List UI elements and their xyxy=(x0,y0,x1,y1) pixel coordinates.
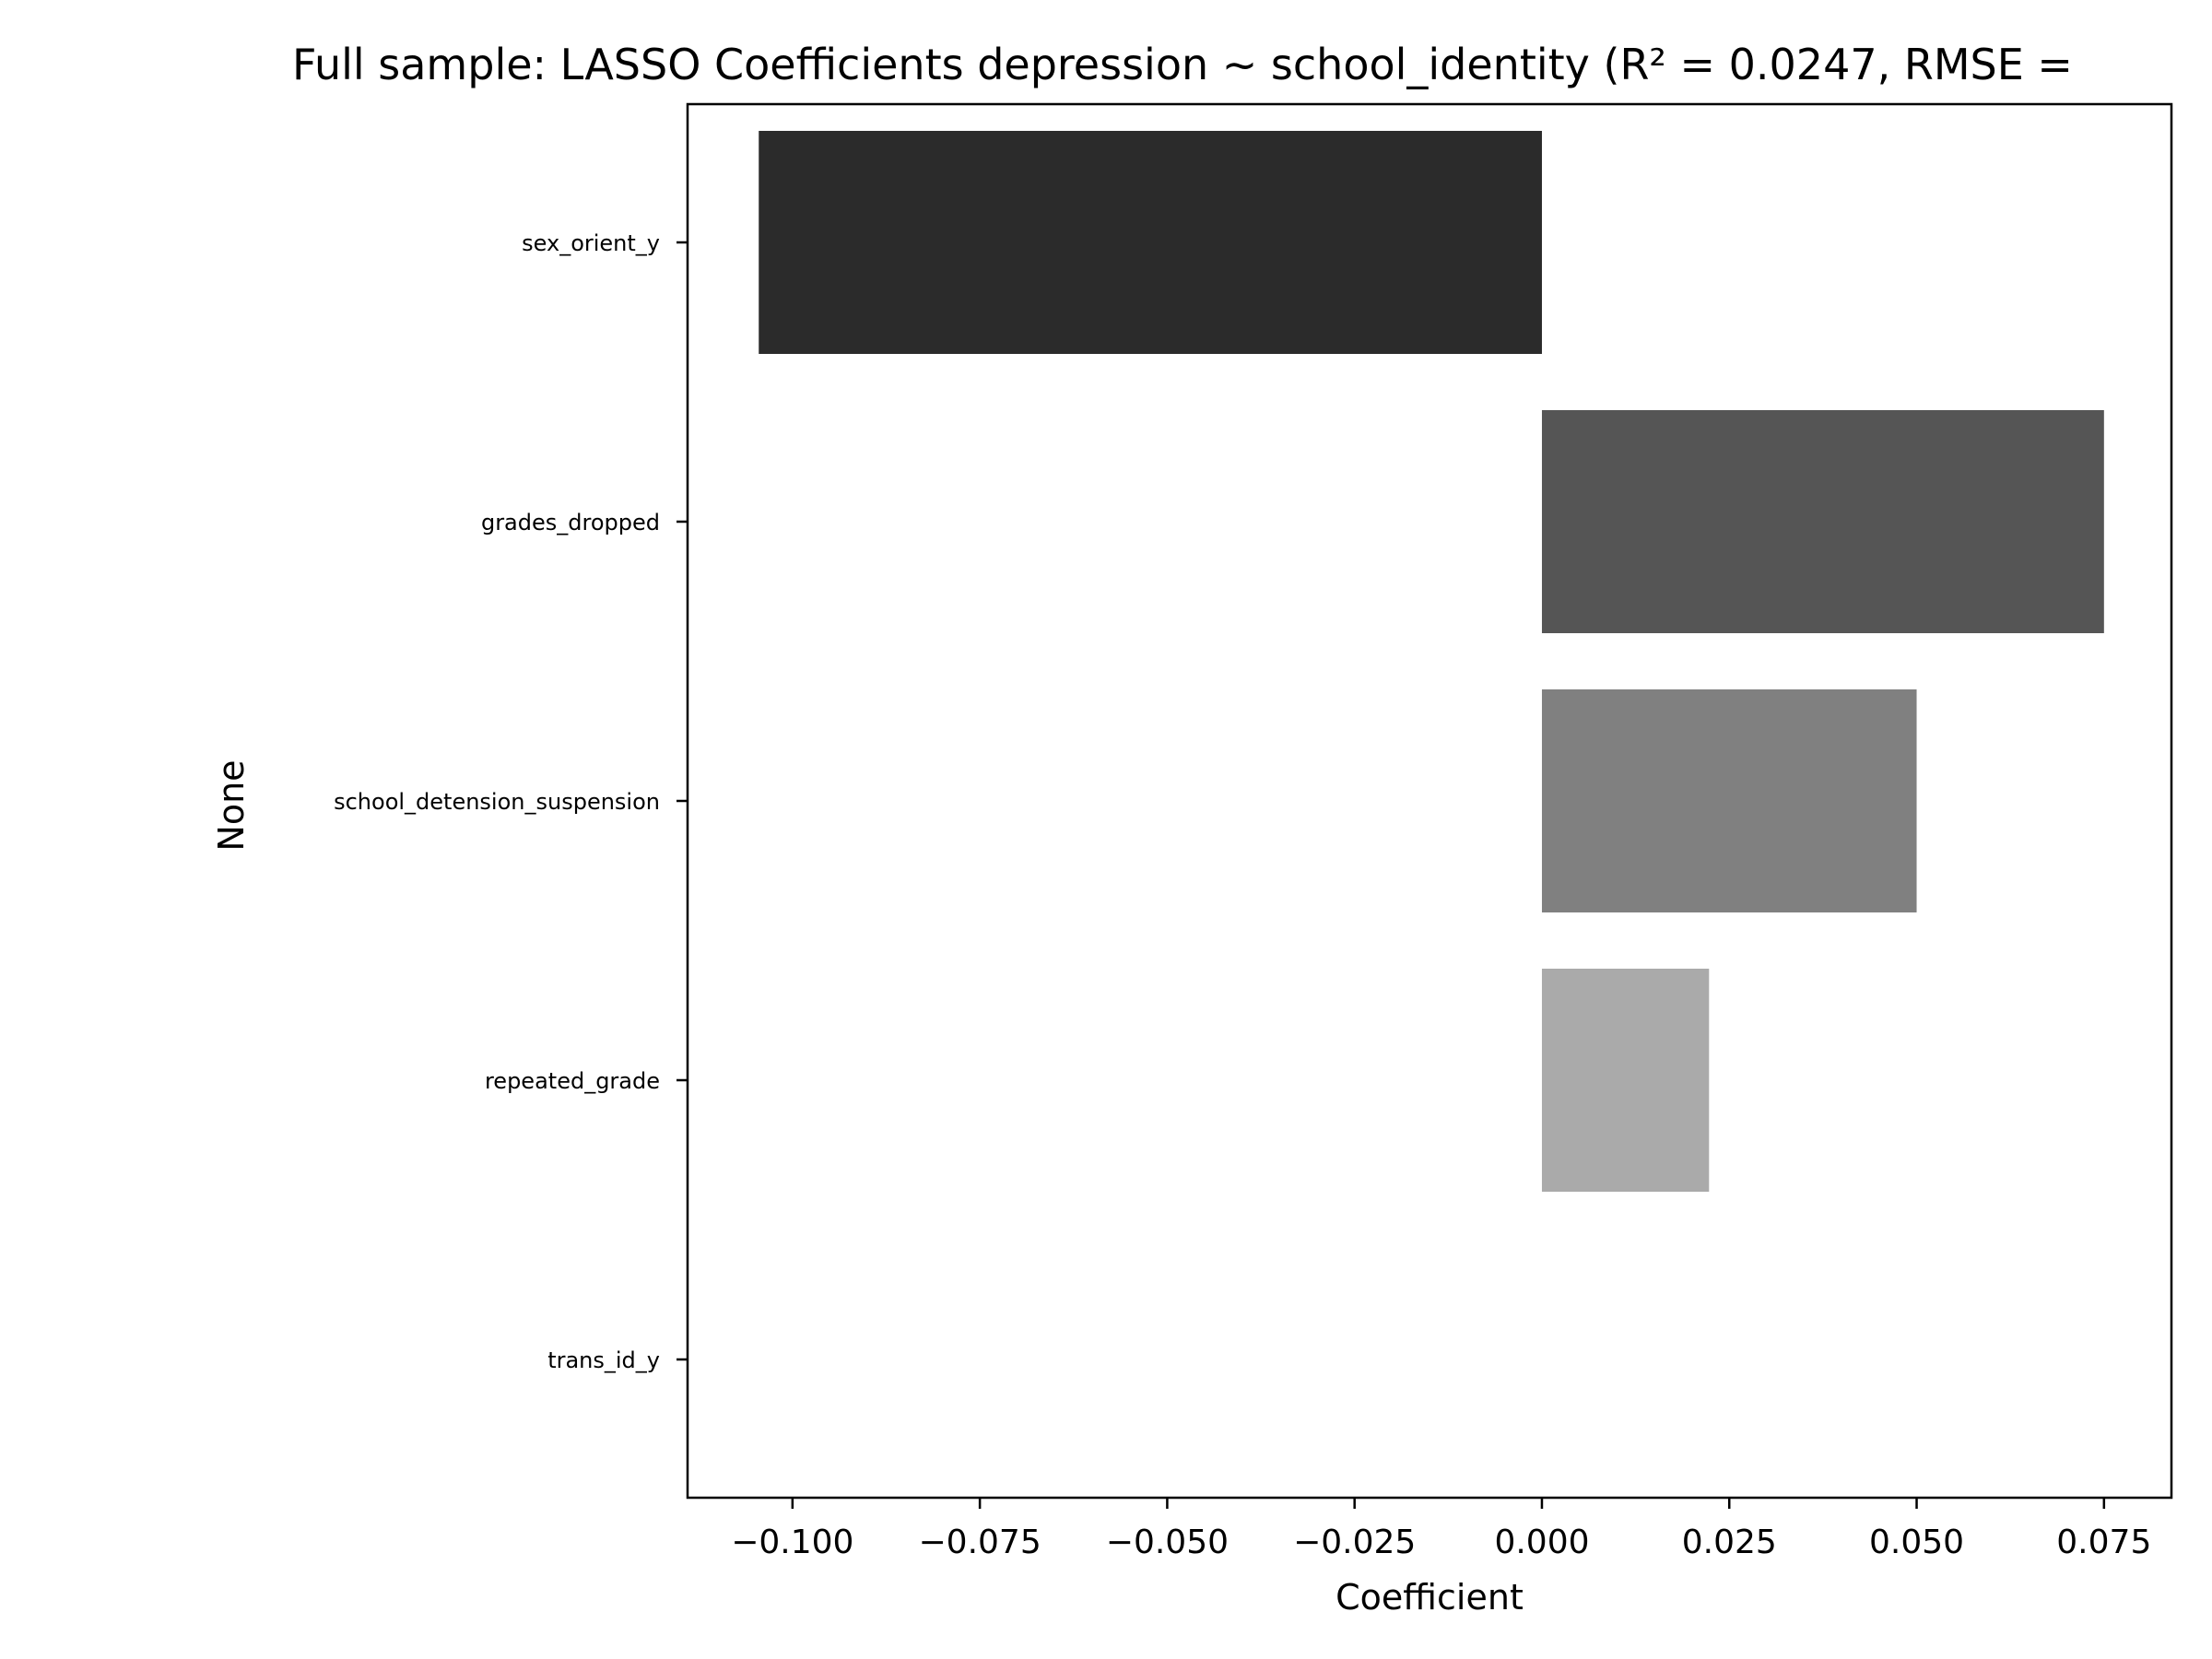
x-tick-label: −0.075 xyxy=(919,1524,1041,1561)
bar-grades_dropped xyxy=(1541,410,2104,633)
x-axis: −0.100 −0.075 −0.050 −0.025 0.000 0.025 0.050 0… xyxy=(731,1498,2151,1561)
x-tick-label: 0.025 xyxy=(1682,1524,1777,1561)
x-tick-label: 0.050 xyxy=(1869,1524,1964,1561)
bar-repeated_grade xyxy=(1541,969,1710,1192)
y-tick-label: sex_orient_y xyxy=(522,230,660,256)
y-tick-label: trans_id_y xyxy=(547,1347,660,1373)
bars-layer xyxy=(759,131,2104,1192)
y-tick-label: grades_dropped xyxy=(481,510,660,535)
y-axis-title: None xyxy=(211,759,252,851)
bar-school_detension_suspension xyxy=(1541,689,1917,912)
x-axis-title: Coefficient xyxy=(1335,1577,1524,1618)
y-tick-label: repeated_grade xyxy=(485,1068,660,1094)
bar-sex_orient_y xyxy=(759,131,1542,354)
y-tick-label: school_detension_suspension xyxy=(334,789,660,815)
chart-title: Full sample: LASSO Coefficients depressi… xyxy=(292,40,2073,89)
x-tick-label: −0.025 xyxy=(1293,1524,1416,1561)
x-tick-label: −0.100 xyxy=(731,1524,853,1561)
x-tick-label: −0.050 xyxy=(1106,1524,1229,1561)
x-tick-label: 0.000 xyxy=(1494,1524,1589,1561)
y-axis: sex_orient_y grades_dropped school_detensi… xyxy=(334,230,688,1373)
x-tick-label: 0.075 xyxy=(2056,1524,2151,1561)
